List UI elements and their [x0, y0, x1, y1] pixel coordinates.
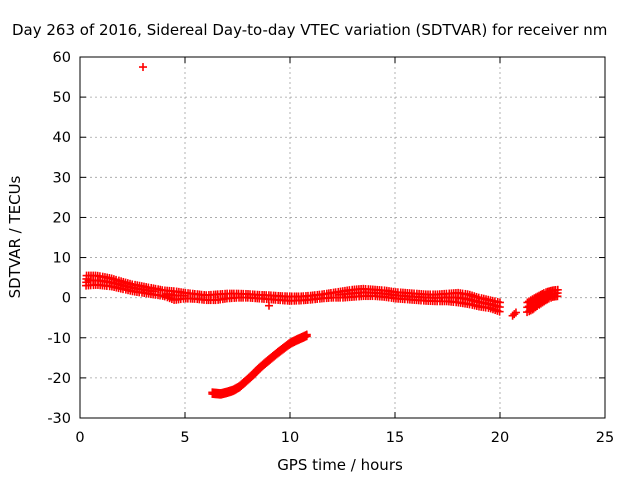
tick-labels: 0 5 10 15 20 25 60 50 40 30 20 10 0 -10 -20 -30 — [47, 50, 614, 446]
x-tick-label: 5 — [180, 430, 189, 446]
data-point-marker — [139, 63, 147, 72]
data-point-marker — [265, 301, 273, 310]
y-tick-label: 20 — [53, 210, 71, 226]
x-axis-label: GPS time / hours — [277, 456, 403, 474]
x-tick-label: 10 — [281, 430, 299, 446]
data-point-marker — [511, 308, 520, 317]
data-points — [82, 63, 562, 399]
y-tick-label: 40 — [53, 130, 71, 146]
data-point-marker — [302, 330, 311, 339]
data-point-marker — [510, 310, 519, 319]
axis-ticks — [79, 56, 606, 419]
y-tick-label: 10 — [53, 251, 71, 267]
data-point-marker — [495, 298, 504, 307]
y-tick-label: -10 — [47, 331, 71, 347]
y-tick-label: 50 — [53, 90, 71, 106]
plot-frame — [79, 56, 606, 419]
y-tick-label: -20 — [47, 371, 71, 387]
x-tick-label: 20 — [491, 430, 509, 446]
y-tick-label: 0 — [62, 291, 71, 307]
x-tick-label: 0 — [75, 430, 84, 446]
data-point-marker — [553, 285, 562, 294]
chart-title: Day 263 of 2016, Sidereal Day-to-day VTE… — [12, 21, 607, 39]
y-axis-label: SDTVAR / TECUs — [6, 175, 24, 298]
y-tick-label: 60 — [53, 50, 71, 66]
y-tick-label: -30 — [47, 411, 71, 427]
grid-lines — [80, 57, 605, 418]
x-tick-label: 25 — [596, 430, 614, 446]
y-tick-label: 30 — [53, 170, 71, 186]
x-tick-label: 15 — [386, 430, 404, 446]
